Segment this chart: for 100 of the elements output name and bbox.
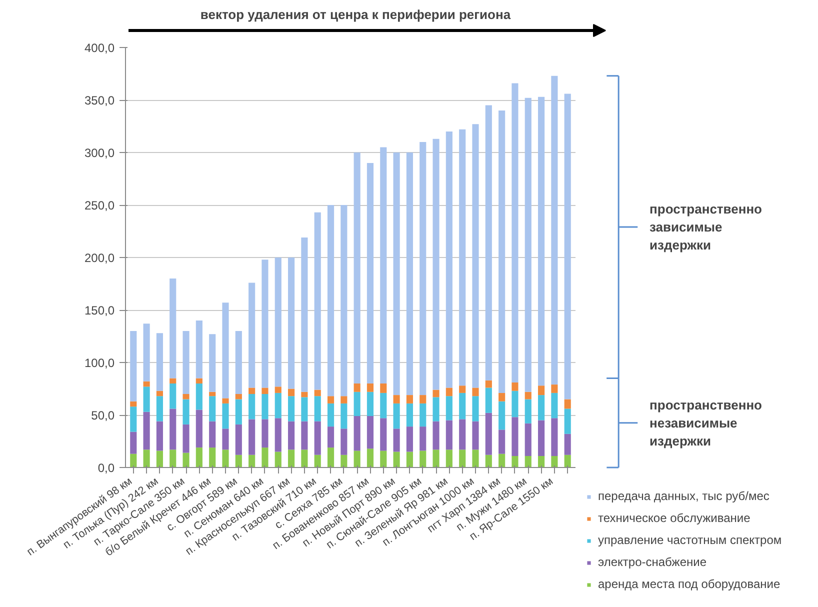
bar [235,331,242,394]
bar [366,392,374,416]
bar [420,450,426,468]
bar [393,395,400,404]
bar [393,452,400,468]
bar [524,423,532,456]
bar [354,450,360,468]
bar [170,278,176,378]
bar [393,403,400,429]
bar [222,302,229,398]
bar [288,396,295,422]
bar [340,403,348,429]
bar [235,424,242,455]
bar [288,450,295,468]
legend-label: управление частотным спектром [598,533,782,547]
bar [551,418,558,456]
bar [446,396,452,420]
y-tick-label: 50,0 [91,408,115,422]
bar [538,420,545,456]
bar [143,450,150,468]
bar [327,448,334,468]
bar [538,386,545,396]
bar [564,94,571,400]
bar [130,401,137,407]
bar [314,454,321,468]
bar [156,333,163,391]
bar [314,421,321,455]
bar [538,395,545,420]
bar [498,401,506,430]
bar [248,454,256,468]
bar [235,394,242,400]
bar [472,124,479,388]
bar [130,432,137,454]
bar [446,388,452,396]
bar [380,147,387,384]
bar [485,388,492,413]
y-tick-label: 0,0 [98,461,115,475]
bar [432,138,440,390]
bar [551,392,558,418]
bar [380,418,387,451]
bar [143,381,150,387]
bar [262,419,268,448]
bar [406,152,413,396]
bar [143,412,150,450]
bar [209,421,216,448]
bar [340,205,348,396]
bar [209,334,216,392]
bar [432,450,440,468]
bar [432,421,440,450]
bar [130,454,137,468]
legend-label: техническое обслуживание [598,511,750,525]
bar [222,403,229,429]
y-tick-label: 100,0 [84,356,115,370]
bar [182,399,190,424]
bar [182,331,190,394]
bar [130,406,137,432]
bar [393,428,400,452]
bar [538,96,545,386]
bar [274,418,282,452]
bar [288,421,295,450]
bar [459,129,466,386]
bar [196,384,202,410]
bar [485,454,492,468]
bar [551,76,558,385]
bar [524,98,532,392]
bar [524,456,532,468]
bar [235,454,242,468]
bar [354,384,360,392]
bar [156,421,163,451]
bar [222,428,229,450]
bar [459,450,466,468]
bar [564,408,571,434]
bar [446,420,452,450]
bar [498,110,506,393]
bar [472,396,479,422]
y-tick-label: 350,0 [84,94,115,108]
bar [143,386,150,412]
bar [156,396,163,422]
bar [432,390,440,398]
bar [459,392,466,420]
bar [222,450,229,468]
bar [472,450,479,468]
bar [512,382,518,391]
bar [262,448,268,468]
bar [262,394,268,420]
bar [354,392,360,416]
bar [262,388,268,394]
bar [301,421,308,450]
bar [301,397,308,422]
bar [327,396,334,404]
bar [524,392,532,400]
bar [340,396,348,404]
bar [314,390,321,396]
bar [432,397,440,422]
bar [498,454,506,468]
bar [446,132,452,388]
bar [222,398,229,404]
bar [170,384,176,409]
bar [420,426,426,451]
text: пространственно независимые издержки [650,397,762,448]
